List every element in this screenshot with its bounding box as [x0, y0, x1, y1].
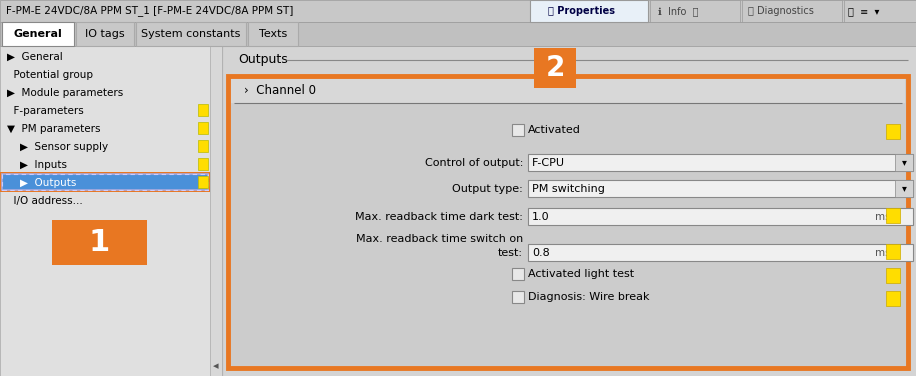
- Text: F-CPU: F-CPU: [532, 158, 565, 167]
- Text: Activated light test: Activated light test: [528, 269, 634, 279]
- Text: System constants: System constants: [141, 29, 241, 39]
- Text: ▶  Outputs: ▶ Outputs: [7, 178, 76, 188]
- Bar: [198, 176, 208, 188]
- Text: test:: test:: [498, 248, 523, 258]
- Text: F-parameters: F-parameters: [7, 106, 83, 116]
- Bar: [528, 244, 913, 261]
- Text: Max. readback time switch on: Max. readback time switch on: [355, 234, 523, 244]
- Text: F-PM-E 24VDC/8A PPM ST_1 [F-PM-E 24VDC/8A PPM ST]: F-PM-E 24VDC/8A PPM ST_1 [F-PM-E 24VDC/8…: [6, 6, 293, 17]
- Text: ▶  Inputs: ▶ Inputs: [7, 160, 67, 170]
- Text: 1.0: 1.0: [532, 211, 550, 221]
- Bar: [886, 244, 900, 259]
- Text: I/O address...: I/O address...: [7, 196, 82, 206]
- Bar: [52, 220, 147, 265]
- Bar: [2, 174, 208, 190]
- Text: Diagnosis: Wire break: Diagnosis: Wire break: [528, 292, 649, 302]
- Text: ▶  General: ▶ General: [7, 52, 63, 62]
- Bar: [512, 268, 524, 280]
- Bar: [198, 104, 208, 116]
- Bar: [0, 46, 222, 376]
- Bar: [528, 154, 913, 171]
- Text: Potential group: Potential group: [7, 70, 93, 80]
- Text: Output type:: Output type:: [453, 183, 523, 194]
- Bar: [198, 158, 208, 170]
- Bar: [198, 122, 208, 134]
- Bar: [2, 22, 74, 46]
- Bar: [528, 208, 913, 225]
- Bar: [528, 180, 913, 197]
- Bar: [0, 0, 916, 22]
- Text: IO tags: IO tags: [85, 29, 125, 39]
- Bar: [231, 79, 905, 103]
- Text: PM switching: PM switching: [532, 183, 605, 194]
- Text: ⎘  ≡  ▾: ⎘ ≡ ▾: [848, 6, 879, 16]
- Text: ms: ms: [876, 211, 891, 221]
- Bar: [136, 22, 246, 46]
- Text: Outputs: Outputs: [238, 53, 288, 67]
- Text: 1: 1: [89, 228, 110, 257]
- Bar: [231, 103, 905, 365]
- Bar: [0, 22, 916, 46]
- Text: ℹ️  Info  ⓘ: ℹ️ Info ⓘ: [658, 6, 699, 16]
- Bar: [534, 48, 576, 88]
- Text: ▶  Module parameters: ▶ Module parameters: [7, 88, 124, 98]
- Text: 2: 2: [545, 54, 564, 82]
- Text: ms: ms: [876, 247, 891, 258]
- Bar: [844, 0, 916, 22]
- Bar: [886, 291, 900, 306]
- Bar: [512, 124, 524, 136]
- Text: ▾: ▾: [901, 158, 907, 167]
- Text: ›  Channel 0: › Channel 0: [244, 85, 316, 97]
- Text: Activated: Activated: [528, 125, 581, 135]
- Bar: [895, 154, 913, 171]
- Bar: [886, 208, 900, 223]
- Bar: [224, 46, 916, 376]
- Text: 🔌 Diagnostics: 🔌 Diagnostics: [748, 6, 814, 16]
- Text: 0.8: 0.8: [532, 247, 550, 258]
- Bar: [530, 0, 648, 22]
- Bar: [248, 22, 298, 46]
- Bar: [210, 46, 222, 376]
- Bar: [895, 180, 913, 197]
- Text: ▾: ▾: [901, 183, 907, 194]
- Bar: [512, 291, 524, 303]
- Bar: [742, 0, 842, 22]
- Bar: [0, 172, 210, 192]
- Bar: [886, 124, 900, 139]
- Text: Texts: Texts: [259, 29, 287, 39]
- Text: 🔍 Properties: 🔍 Properties: [548, 6, 615, 16]
- Text: ▶  Sensor supply: ▶ Sensor supply: [7, 142, 108, 152]
- Bar: [76, 22, 134, 46]
- Bar: [886, 268, 900, 283]
- Bar: [2, 174, 208, 190]
- Bar: [198, 140, 208, 152]
- Text: ◂: ◂: [213, 361, 219, 371]
- Text: Max. readback time dark test:: Max. readback time dark test:: [355, 211, 523, 221]
- Bar: [650, 0, 740, 22]
- Bar: [228, 76, 908, 368]
- Text: General: General: [14, 29, 62, 39]
- Text: ▼  PM parameters: ▼ PM parameters: [7, 124, 101, 134]
- Text: Control of output:: Control of output:: [425, 158, 523, 167]
